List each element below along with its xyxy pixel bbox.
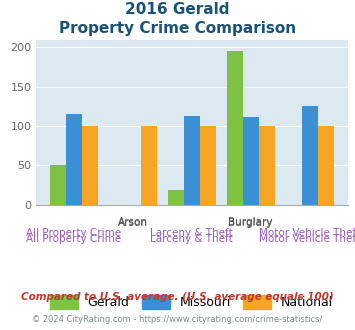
Bar	[302, 106, 318, 205]
Text: Burglary: Burglary	[229, 217, 273, 227]
Bar	[227, 50, 243, 205]
Bar	[50, 165, 66, 205]
Text: Larceny & Theft: Larceny & Theft	[150, 228, 233, 238]
Text: All Property Crime: All Property Crime	[26, 228, 121, 238]
Bar	[184, 116, 200, 205]
Bar	[66, 114, 82, 205]
Legend: Gerald, Missouri, National: Gerald, Missouri, National	[45, 290, 338, 314]
Text: Arson: Arson	[118, 217, 148, 227]
Text: All Property Crime: All Property Crime	[26, 234, 121, 244]
Bar	[259, 126, 275, 205]
Text: Arson: Arson	[118, 218, 148, 228]
Text: © 2024 CityRating.com - https://www.cityrating.com/crime-statistics/: © 2024 CityRating.com - https://www.city…	[32, 315, 323, 324]
Bar	[141, 126, 157, 205]
Text: Compared to U.S. average. (U.S. average equals 100): Compared to U.S. average. (U.S. average …	[21, 292, 334, 302]
Text: Larceny & Theft: Larceny & Theft	[150, 234, 233, 244]
Text: 2016 Gerald: 2016 Gerald	[125, 2, 230, 16]
Bar	[318, 126, 334, 205]
Text: Burglary: Burglary	[229, 218, 273, 228]
Bar	[200, 126, 215, 205]
Bar	[168, 190, 184, 205]
Bar	[243, 116, 259, 205]
Bar	[82, 126, 98, 205]
Text: Property Crime Comparison: Property Crime Comparison	[59, 21, 296, 36]
Text: Motor Vehicle Theft: Motor Vehicle Theft	[259, 234, 355, 244]
Text: Motor Vehicle Theft: Motor Vehicle Theft	[259, 228, 355, 238]
